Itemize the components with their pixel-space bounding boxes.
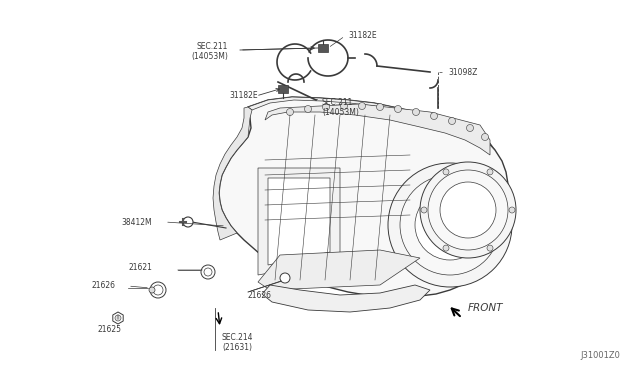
- Polygon shape: [219, 97, 508, 297]
- Text: SEC.214
(21631): SEC.214 (21631): [222, 333, 253, 352]
- Circle shape: [509, 207, 515, 213]
- Text: 31098Z: 31098Z: [448, 67, 477, 77]
- Polygon shape: [262, 285, 430, 312]
- Circle shape: [204, 268, 212, 276]
- Circle shape: [428, 170, 508, 250]
- Polygon shape: [268, 178, 330, 265]
- Circle shape: [323, 103, 330, 110]
- Circle shape: [431, 112, 438, 119]
- Circle shape: [280, 273, 290, 283]
- Polygon shape: [265, 104, 490, 155]
- Circle shape: [150, 282, 166, 298]
- Bar: [318, 44, 328, 52]
- Circle shape: [388, 163, 512, 287]
- Text: 31182E: 31182E: [229, 90, 258, 99]
- Bar: [278, 85, 288, 93]
- Circle shape: [413, 109, 419, 115]
- Text: 38412M: 38412M: [122, 218, 152, 227]
- Circle shape: [440, 182, 496, 238]
- Circle shape: [443, 245, 449, 251]
- Text: SEC.211
(14053M): SEC.211 (14053M): [191, 42, 228, 61]
- Polygon shape: [213, 107, 252, 240]
- Circle shape: [443, 169, 449, 175]
- Circle shape: [305, 106, 312, 112]
- Polygon shape: [258, 168, 340, 275]
- Circle shape: [400, 175, 500, 275]
- Circle shape: [149, 287, 155, 293]
- Text: J31001Z0: J31001Z0: [580, 351, 620, 360]
- Circle shape: [487, 245, 493, 251]
- Text: FRONT: FRONT: [468, 303, 504, 313]
- Circle shape: [115, 315, 121, 321]
- Text: 21626: 21626: [91, 282, 115, 291]
- Circle shape: [358, 103, 365, 109]
- Text: 21626: 21626: [248, 291, 272, 299]
- Circle shape: [487, 169, 493, 175]
- Circle shape: [153, 285, 163, 295]
- Circle shape: [421, 207, 427, 213]
- Circle shape: [201, 265, 215, 279]
- Polygon shape: [248, 97, 495, 150]
- Polygon shape: [113, 312, 123, 324]
- Circle shape: [449, 118, 456, 125]
- Circle shape: [376, 103, 383, 110]
- Circle shape: [340, 103, 348, 109]
- Circle shape: [481, 134, 488, 141]
- Text: 21621: 21621: [128, 263, 152, 273]
- Polygon shape: [258, 250, 420, 290]
- Circle shape: [430, 205, 470, 245]
- Text: 21625: 21625: [98, 325, 122, 334]
- Circle shape: [394, 106, 401, 112]
- Text: 31182E: 31182E: [348, 31, 376, 39]
- Circle shape: [183, 217, 193, 227]
- Circle shape: [415, 190, 485, 260]
- Circle shape: [420, 162, 516, 258]
- Text: SEC.211
(14053M): SEC.211 (14053M): [322, 98, 359, 118]
- Circle shape: [287, 109, 294, 115]
- Circle shape: [467, 125, 474, 131]
